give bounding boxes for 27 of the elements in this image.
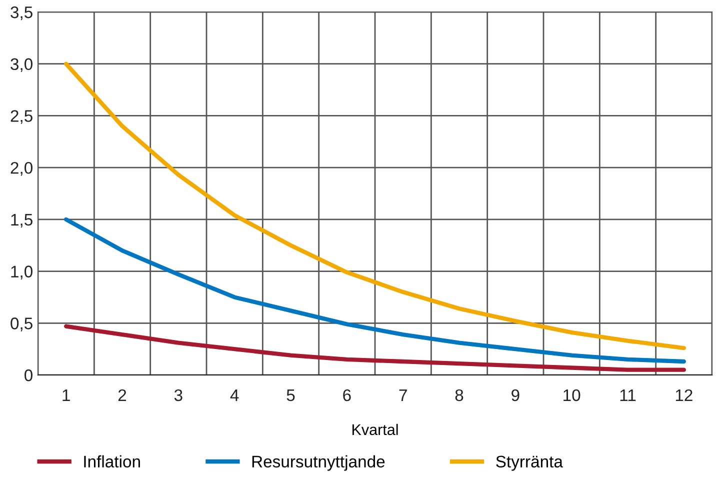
y-tick-label: 0 bbox=[24, 369, 32, 382]
line-series bbox=[64, 62, 686, 350]
x-axis-title: Kvartal bbox=[352, 424, 398, 436]
x-tick-label: 11 bbox=[620, 390, 636, 401]
line-series bbox=[64, 324, 686, 372]
x-tick-label: 6 bbox=[343, 389, 351, 402]
x-tick-label: 8 bbox=[455, 389, 464, 402]
y-tick-label: 1,0 bbox=[11, 266, 32, 280]
x-tick-label: 5 bbox=[286, 390, 295, 402]
line-series bbox=[64, 217, 686, 364]
y-tick-label: 2,5 bbox=[10, 110, 32, 124]
y-tick-label: 0,5 bbox=[10, 318, 32, 332]
legend-label: Inflation bbox=[84, 455, 140, 468]
x-tick-label: 2 bbox=[118, 389, 126, 401]
x-tick-label: 7 bbox=[399, 390, 407, 401]
x-tick-label: 3 bbox=[174, 389, 182, 402]
x-tick-label: 12 bbox=[676, 389, 692, 401]
x-tick-label: 4 bbox=[230, 390, 239, 401]
x-tick-label: 1 bbox=[62, 390, 70, 401]
y-tick-label: 3,0 bbox=[10, 58, 32, 72]
legend-label: Styrränta bbox=[496, 456, 563, 471]
y-tick-label: 2,0 bbox=[10, 162, 32, 176]
x-tick-label: 10 bbox=[564, 389, 580, 402]
x-tick-label: 9 bbox=[512, 389, 520, 402]
legend-label: Resursutnyttjande bbox=[252, 455, 385, 471]
y-tick-label: 1,5 bbox=[11, 214, 32, 228]
y-tick-label: 3,5 bbox=[10, 6, 32, 20]
